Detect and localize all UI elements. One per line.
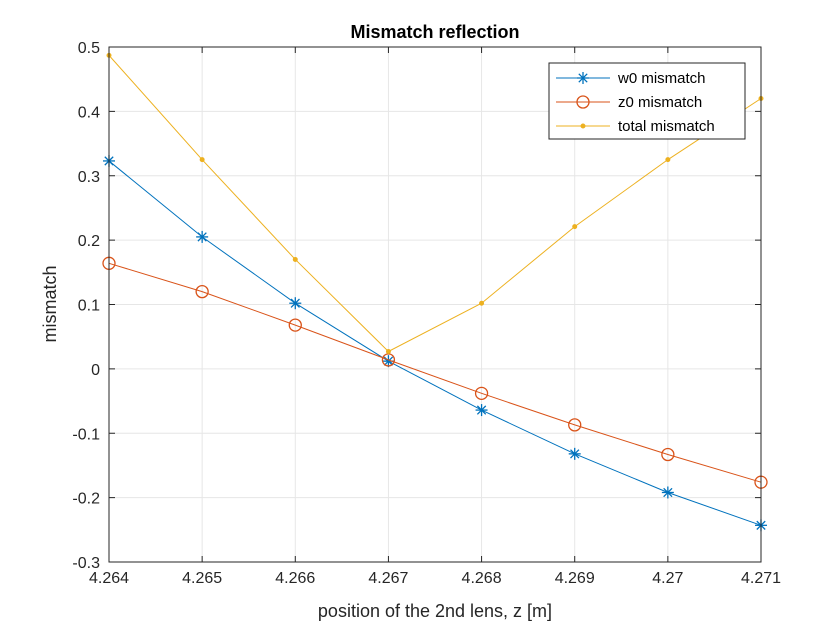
y-tick-label: -0.1 xyxy=(72,426,100,443)
legend-label: total mismatch xyxy=(618,118,715,135)
legend-entry: z0 mismatch xyxy=(556,94,702,111)
data-point-circle xyxy=(195,284,209,299)
y-tick-label: 0.2 xyxy=(78,233,100,250)
data-point-asterisk xyxy=(196,230,209,243)
data-point-asterisk xyxy=(661,486,674,499)
y-axis-label: mismatch xyxy=(40,265,60,342)
data-point-circle xyxy=(576,95,590,109)
x-axis-label: position of the 2nd lens, z [m] xyxy=(318,601,552,621)
data-point-circle xyxy=(474,386,489,400)
data-point-circle xyxy=(288,318,302,332)
data-point-dot xyxy=(580,123,586,129)
x-tick-label: 4.266 xyxy=(275,570,315,587)
data-point-dot xyxy=(479,300,485,306)
x-tick-label: 4.271 xyxy=(741,570,781,587)
series-total-mismatch xyxy=(106,52,764,354)
y-tick-label: 0.5 xyxy=(78,40,100,57)
y-tick-label: 0.4 xyxy=(78,104,100,121)
y-tick-label: 0.3 xyxy=(78,169,100,186)
data-point-asterisk xyxy=(568,447,581,460)
x-tick-label: 4.265 xyxy=(182,570,222,587)
data-point-asterisk xyxy=(577,72,589,84)
y-tick-label: 0 xyxy=(91,362,100,379)
legend-label: w0 mismatch xyxy=(617,70,706,87)
legend: w0 mismatch z0 mismatch total mismatch xyxy=(548,62,746,140)
ticks xyxy=(108,46,762,563)
legend-label: z0 mismatch xyxy=(618,94,702,111)
series-layer xyxy=(102,52,768,532)
x-tick-label: 4.269 xyxy=(555,570,595,587)
data-point-dot xyxy=(572,224,578,230)
series-z0-mismatch xyxy=(102,256,768,489)
data-point-dot xyxy=(199,157,205,163)
x-tick-label: 4.264 xyxy=(89,570,129,587)
data-point-circle xyxy=(661,447,675,462)
data-point-dot xyxy=(385,348,391,354)
data-point-dot xyxy=(665,157,671,163)
y-tick-label: -0.2 xyxy=(72,491,100,508)
data-point-dot xyxy=(292,256,298,262)
data-point-circle xyxy=(568,418,582,432)
y-tick-label: -0.3 xyxy=(72,555,100,572)
y-tick-label: 0.1 xyxy=(78,298,100,315)
legend-entry: w0 mismatch xyxy=(556,70,706,87)
series-line xyxy=(108,262,762,483)
chart-title: Mismatch reflection xyxy=(350,22,519,42)
x-tick-label: 4.267 xyxy=(368,570,408,587)
data-point-asterisk xyxy=(475,404,488,417)
tick-labels: 4.264 4.265 4.266 4.267 4.268 4.269 4.27 4.271 -… xyxy=(72,40,781,587)
series-line xyxy=(108,160,762,526)
data-point-asterisk xyxy=(289,297,302,310)
series-line xyxy=(108,55,762,353)
x-tick-label: 4.27 xyxy=(652,570,683,587)
x-tick-label: 4.268 xyxy=(462,570,502,587)
legend-entry: total mismatch xyxy=(556,118,715,135)
